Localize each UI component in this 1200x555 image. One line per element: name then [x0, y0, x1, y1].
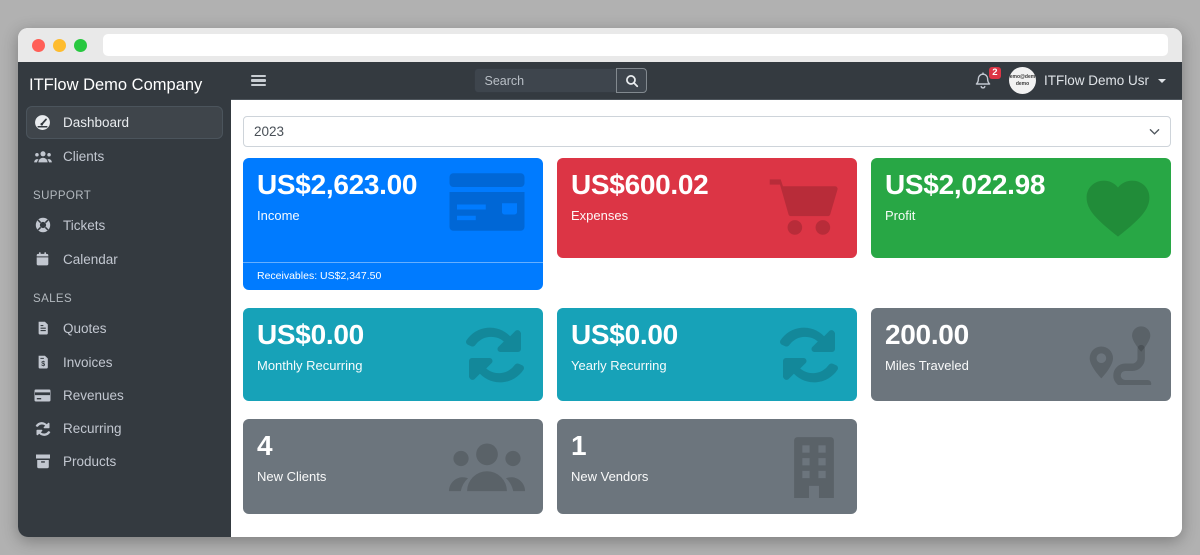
navbar-right: 2 demo@demo demo ITFlow Demo Usr [974, 66, 1166, 94]
sidebar-section-support: SUPPORT [33, 190, 92, 202]
sidebar-item-label: Invoices [63, 354, 113, 370]
tachometer-icon [33, 114, 52, 131]
sidebar-item-recurring[interactable]: Recurring [26, 413, 223, 444]
sidebar-item-label: Recurring [63, 421, 122, 436]
sidebar-item-calendar[interactable]: Calendar [26, 243, 223, 275]
navbar-center [268, 68, 974, 93]
card-value: US$0.00 [571, 319, 678, 350]
sync-icon [466, 327, 524, 382]
sidebar-menu: Dashboard Clients SUPPORT Tickets [18, 104, 231, 479]
credit-card-icon [449, 173, 525, 231]
sidebar-item-label: Clients [63, 149, 105, 164]
bell-icon [974, 71, 992, 90]
maximize-window-button[interactable] [74, 38, 87, 52]
card-new-clients[interactable]: 4 New Clients [243, 419, 543, 514]
card-label: Miles Traveled [885, 358, 969, 373]
notifications-button[interactable]: 2 [974, 66, 1001, 90]
sidebar-toggle-button[interactable] [249, 72, 268, 90]
search-group [474, 68, 648, 93]
route-icon [1089, 325, 1152, 385]
sidebar: ITFlow Demo Company Dashboard Clients SU… [18, 62, 231, 537]
company-brand[interactable]: ITFlow Demo Company [29, 76, 203, 94]
avatar-text-line2: demo [1015, 80, 1030, 87]
calendar-icon [33, 251, 52, 267]
life-ring-icon [33, 217, 52, 233]
box-icon [33, 454, 52, 469]
sidebar-item-products[interactable]: Products [26, 446, 223, 477]
user-menu[interactable]: demo@demo demo ITFlow Demo Usr [1008, 67, 1166, 94]
sidebar-item-invoices[interactable]: $ Invoices [26, 346, 223, 378]
main-content: 2023 US$2,623.00 Income [231, 100, 1182, 537]
card-label: New Clients [257, 469, 327, 484]
browser-titlebar [18, 28, 1182, 62]
browser-window: ITFlow Demo Company Dashboard Clients SU… [18, 28, 1182, 537]
card-value: US$2,022.98 [885, 169, 1046, 200]
card-label: Monthly Recurring [257, 358, 363, 373]
sidebar-item-tickets[interactable]: Tickets [26, 209, 223, 241]
card-new-vendors[interactable]: 1 New Vendors [557, 419, 857, 514]
card-value: 4 [257, 430, 273, 461]
card-value: US$2,623.00 [257, 169, 418, 200]
url-bar[interactable] [103, 34, 1168, 56]
card-footer: Receivables: US$2,347.50 [243, 262, 543, 290]
minimize-window-button[interactable] [53, 38, 66, 52]
card-label: Profit [885, 208, 916, 223]
file-lines-icon [33, 320, 52, 336]
close-window-button[interactable] [32, 38, 45, 52]
heart-icon [1086, 180, 1150, 237]
year-select[interactable]: 2023 [243, 116, 1171, 147]
credit-card-icon [33, 389, 52, 402]
sidebar-section-sales: SALES [33, 293, 73, 305]
sidebar-item-dashboard[interactable]: Dashboard [26, 106, 223, 139]
sidebar-item-label: Quotes [63, 320, 107, 336]
users-icon [448, 442, 526, 491]
right-pane: 2 demo@demo demo ITFlow Demo Usr [231, 62, 1182, 537]
card-miles-traveled[interactable]: 200.00 Miles Traveled [871, 308, 1171, 401]
card-income[interactable]: US$2,623.00 Income Receivables: US$2,347… [243, 158, 543, 290]
file-invoice-dollar-icon: $ [33, 354, 52, 370]
dashboard-cards-grid: US$2,623.00 Income Receivables: US$2,347… [243, 158, 1171, 514]
card-expenses[interactable]: US$600.02 Expenses [557, 158, 857, 258]
search-icon [625, 74, 639, 88]
card-monthly-recurring[interactable]: US$0.00 Monthly Recurring [243, 308, 543, 401]
sidebar-item-label: Revenues [63, 388, 124, 403]
notification-badge: 2 [988, 66, 1001, 79]
chevron-down-icon [1158, 78, 1166, 83]
sidebar-item-label: Calendar [63, 251, 118, 267]
user-name: ITFlow Demo Usr [1043, 73, 1149, 88]
avatar-text-line1: demo@demo [1009, 73, 1036, 80]
traffic-lights [32, 38, 87, 52]
card-label: Expenses [571, 208, 629, 223]
card-value: 1 [571, 430, 587, 461]
sidebar-item-quotes[interactable]: Quotes [26, 312, 223, 344]
card-yearly-recurring[interactable]: US$0.00 Yearly Recurring [557, 308, 857, 401]
sync-icon [780, 327, 838, 382]
building-icon [794, 436, 834, 498]
search-button[interactable] [616, 68, 648, 93]
app-root: ITFlow Demo Company Dashboard Clients SU… [18, 62, 1182, 537]
search-input[interactable] [474, 68, 617, 93]
sidebar-item-revenues[interactable]: Revenues [26, 380, 223, 411]
sidebar-item-label: Dashboard [63, 115, 130, 130]
shopping-cart-icon [769, 179, 838, 235]
card-profit[interactable]: US$2,022.98 Profit [871, 158, 1171, 258]
year-select-wrap: 2023 [243, 116, 1171, 147]
sidebar-item-label: Products [63, 454, 117, 469]
users-icon [33, 150, 52, 164]
avatar: demo@demo demo [1008, 67, 1036, 94]
sidebar-item-clients[interactable]: Clients [26, 141, 223, 172]
card-label: New Vendors [571, 469, 649, 484]
card-value: 200.00 [885, 319, 969, 350]
card-label: Income [257, 208, 300, 223]
card-label: Yearly Recurring [571, 358, 667, 373]
sidebar-item-label: Tickets [63, 217, 106, 233]
svg-text:$: $ [41, 361, 45, 368]
sync-icon [33, 421, 52, 436]
card-value: US$600.02 [571, 169, 709, 200]
card-value: US$0.00 [257, 319, 364, 350]
top-navbar: 2 demo@demo demo ITFlow Demo Usr [231, 62, 1182, 100]
